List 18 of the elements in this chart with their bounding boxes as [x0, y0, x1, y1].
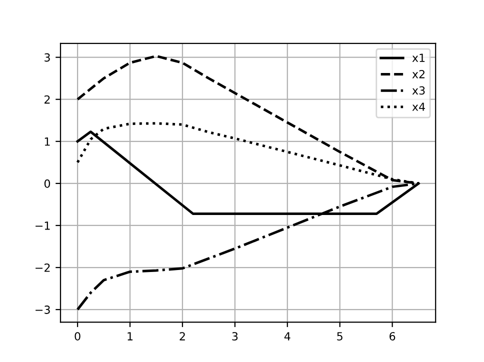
y-tick-label: 3 [44, 53, 50, 62]
x-tick-label: 1 [128, 332, 133, 340]
y-tick-label: 1 [44, 138, 50, 146]
x-tick-label: 3 [232, 332, 238, 341]
legend-label: x4 [412, 102, 425, 111]
x-tick-label: 4 [284, 332, 290, 340]
x-tick-label: 0 [74, 332, 80, 341]
x-tick-label: 2 [180, 332, 185, 340]
legend-label: x2 [412, 70, 424, 78]
x-tick-label: 5 [337, 332, 342, 341]
y-tick-label: 2 [44, 95, 50, 104]
legend-label: x1 [412, 54, 425, 62]
y-tick-label: 0 [44, 179, 50, 188]
y-tick-label: −3 [36, 306, 50, 314]
y-tick-label: −2 [36, 264, 50, 272]
legend-label: x3 [412, 86, 425, 95]
x-tick-label: 6 [390, 332, 396, 341]
y-tick-label: −1 [36, 222, 50, 230]
